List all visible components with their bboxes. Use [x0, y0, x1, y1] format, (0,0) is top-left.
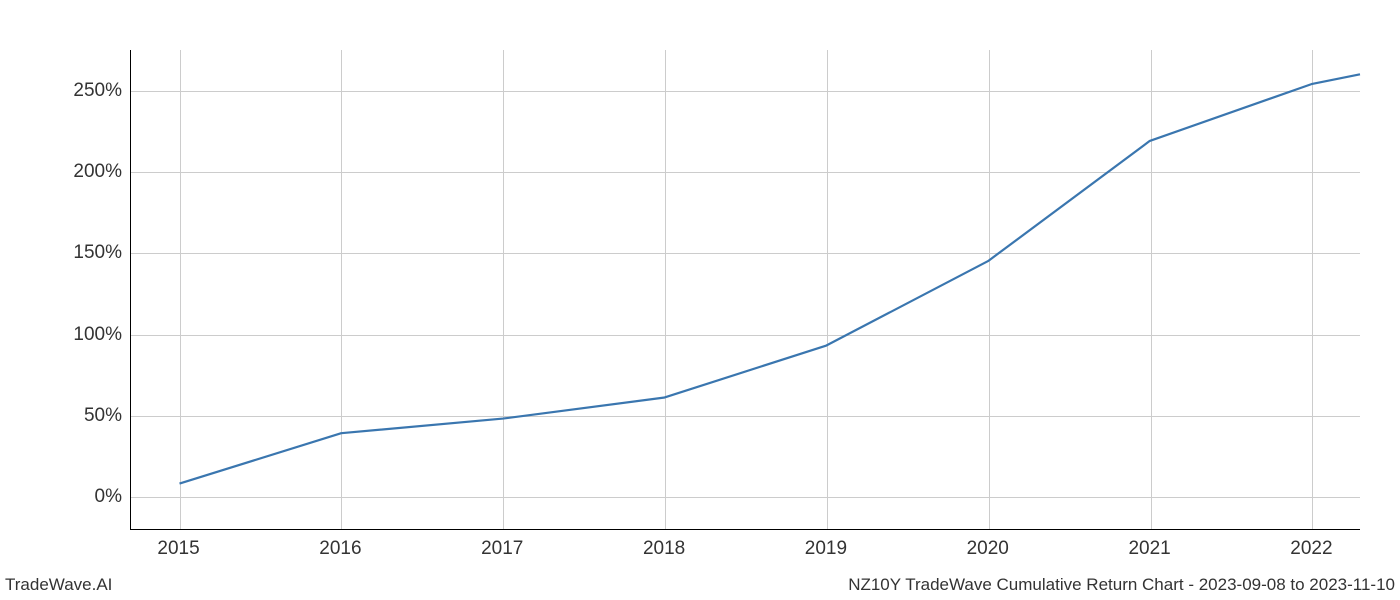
x-tick-label: 2017: [481, 538, 523, 560]
x-tick-label: 2019: [805, 538, 847, 560]
x-tick-label: 2021: [1128, 538, 1170, 560]
y-tick-label: 250%: [73, 80, 122, 102]
y-tick-label: 150%: [73, 242, 122, 264]
x-tick-label: 2022: [1290, 538, 1332, 560]
footer-brand: TradeWave.AI: [5, 575, 112, 595]
x-tick-label: 2015: [157, 538, 199, 560]
x-tick-label: 2016: [319, 538, 361, 560]
y-tick-label: 50%: [84, 405, 122, 427]
chart-plot-area: [130, 50, 1360, 530]
y-tick-label: 100%: [73, 324, 122, 346]
series-line: [180, 74, 1360, 483]
line-series: [131, 50, 1360, 529]
y-tick-label: 200%: [73, 161, 122, 183]
x-tick-label: 2020: [967, 538, 1009, 560]
x-tick-label: 2018: [643, 538, 685, 560]
y-tick-label: 0%: [95, 486, 122, 508]
plot-frame: [130, 50, 1360, 530]
footer-caption: NZ10Y TradeWave Cumulative Return Chart …: [848, 575, 1395, 595]
